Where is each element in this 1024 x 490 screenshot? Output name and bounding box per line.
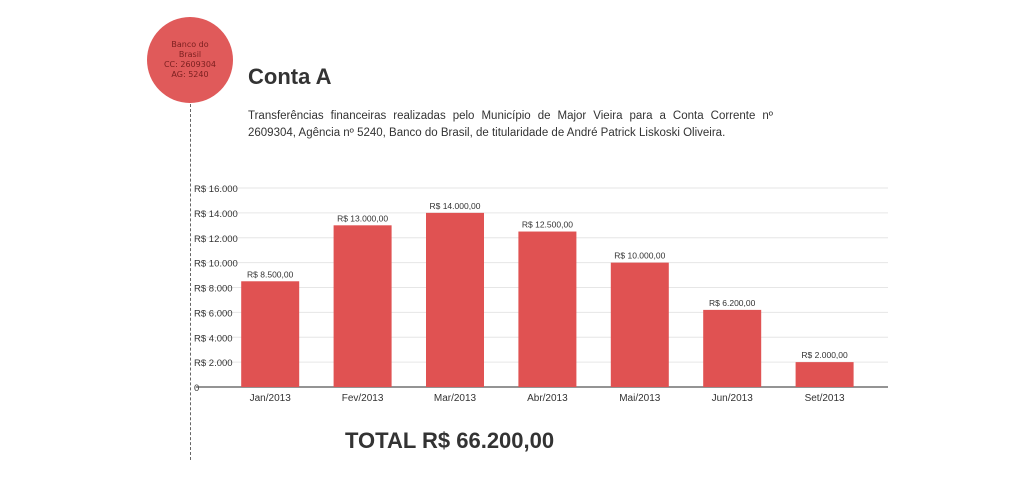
badge-account: CC: 2609304: [163, 60, 217, 69]
y-tick-label: R$ 14.000: [194, 209, 238, 220]
data-label: R$ 8.500,00: [247, 269, 294, 279]
data-label: R$ 6.200,00: [709, 298, 756, 308]
y-tick-label: 0: [194, 383, 199, 394]
x-tick-label: Set/2013: [805, 393, 845, 404]
y-tick-label: R$ 12.000: [194, 234, 238, 245]
dotted-connector: [190, 104, 191, 460]
bar: [610, 262, 669, 387]
x-tick-label: Mar/2013: [434, 393, 477, 404]
x-tick-label: Abr/2013: [527, 393, 568, 404]
data-label: R$ 2.000,00: [801, 350, 848, 360]
data-label: R$ 12.500,00: [522, 220, 573, 230]
data-label: R$ 13.000,00: [337, 213, 388, 223]
total-amount: TOTAL R$ 66.200,00: [345, 428, 555, 453]
bank-badge: Banco do Brasil CC: 2609304 AG: 5240: [147, 17, 233, 103]
x-tick-label: Jun/2013: [712, 393, 754, 404]
y-tick-label: R$ 6.000: [194, 308, 233, 319]
y-tick-label: R$ 8.000: [194, 284, 233, 295]
data-label: R$ 10.000,00: [614, 251, 665, 261]
y-tick-label: R$ 10.000: [194, 259, 238, 270]
badge-agency: AG: 5240: [171, 70, 209, 79]
x-tick-label: Jan/2013: [250, 393, 292, 404]
bar: [703, 309, 762, 387]
chart-description: Transferências financeiras realizadas pe…: [248, 110, 773, 139]
chart-title: Conta A: [248, 64, 332, 89]
bar: [518, 231, 577, 387]
x-tick-label: Fev/2013: [342, 393, 384, 404]
x-tick-label: Mai/2013: [619, 393, 661, 404]
bar: [241, 281, 300, 387]
bar: [426, 212, 484, 387]
bar: [333, 225, 392, 387]
y-tick-label: R$ 16.000: [194, 184, 238, 195]
data-label: R$ 14.000,00: [429, 201, 480, 211]
y-tick-label: R$ 4.000: [194, 333, 233, 344]
y-tick-label: R$ 2.000: [194, 358, 233, 369]
badge-bank-name: Banco do Brasil: [171, 40, 209, 59]
bar: [795, 362, 854, 387]
